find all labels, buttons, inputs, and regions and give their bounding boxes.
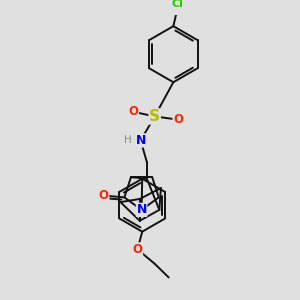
Text: O: O <box>99 189 109 202</box>
Text: S: S <box>149 109 160 124</box>
Text: H: H <box>124 134 131 145</box>
Text: N: N <box>136 203 147 216</box>
Text: O: O <box>173 113 183 126</box>
Text: O: O <box>128 105 139 118</box>
Text: O: O <box>133 243 142 256</box>
Text: Cl: Cl <box>172 0 184 9</box>
Text: N: N <box>136 134 146 147</box>
